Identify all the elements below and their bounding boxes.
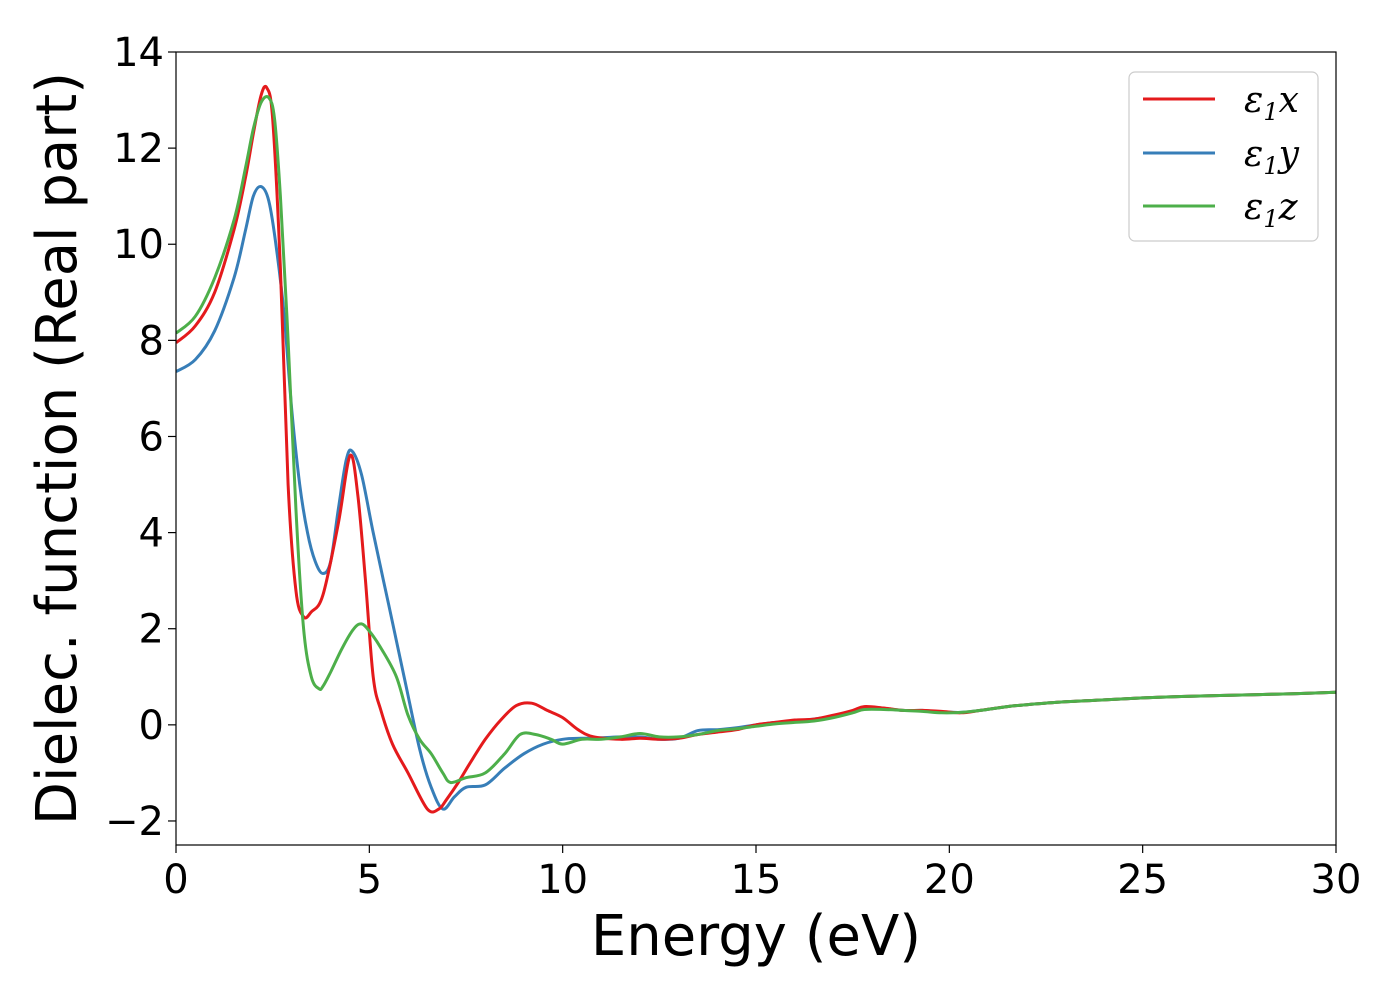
series-layer <box>176 84 1336 814</box>
y-tick-label: 2 <box>139 607 164 653</box>
x-tick-label: 25 <box>1117 857 1168 903</box>
y-tick-label: 6 <box>139 414 164 460</box>
legend-label-z: ε1z <box>1244 187 1299 233</box>
x-tick-label: 10 <box>537 857 588 903</box>
y-tick-label: 0 <box>139 703 164 749</box>
y-tick-label: −2 <box>105 799 164 845</box>
y-tick-label: 12 <box>113 126 164 172</box>
x-tick-label: 0 <box>163 857 188 903</box>
y-axis-label: Dielec. function (Real part) <box>25 72 90 825</box>
x-tick-label: 20 <box>924 857 975 903</box>
x-tick-label: 30 <box>1311 857 1362 903</box>
series-line-e1z <box>176 95 1336 785</box>
x-tick-label: 15 <box>731 857 782 903</box>
legend-label-y: ε1y <box>1244 134 1300 180</box>
y-tick-label: 8 <box>139 318 164 364</box>
x-axis-label: Energy (eV) <box>591 904 921 969</box>
x-tick-label: 5 <box>357 857 382 903</box>
ticks-layer: 0 5 10 15 20 25 30 −2 0 2 4 6 8 10 12 14 <box>105 30 1361 903</box>
y-tick-label: 4 <box>139 511 164 557</box>
legend: ε1x ε1y ε1z <box>1128 71 1319 242</box>
y-tick-label: 14 <box>113 30 164 76</box>
legend-label-x: ε1x <box>1244 80 1299 126</box>
legend-frame <box>1128 71 1319 242</box>
y-tick-label: 10 <box>113 222 164 268</box>
